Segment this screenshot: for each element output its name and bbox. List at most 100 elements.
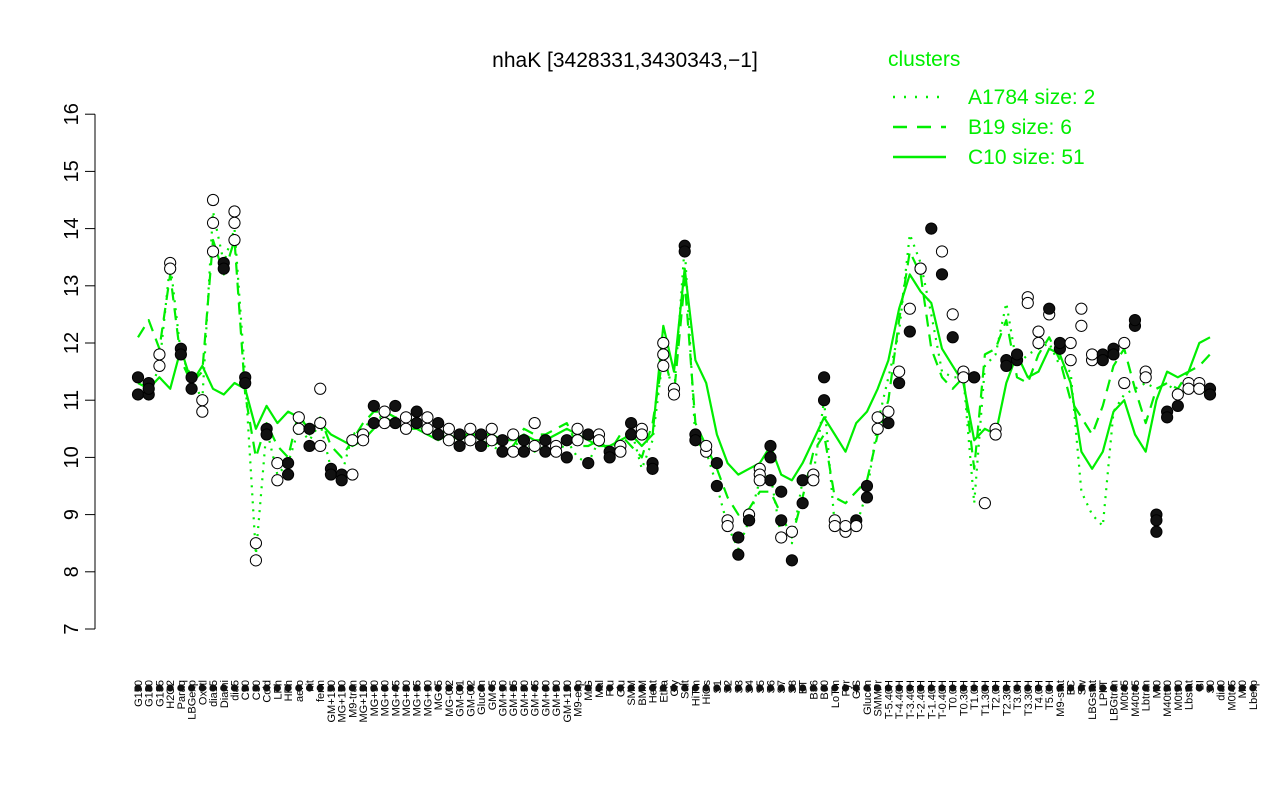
x-tick-mark [477,684,485,692]
x-tick-mark [1109,684,1118,692]
data-point [271,457,284,470]
y-tick-label: 10 [61,446,83,468]
x-tick-mark [841,684,850,692]
data-point [389,399,402,413]
data-point [764,439,777,453]
x-tick-mark [1056,684,1064,692]
y-tick-label: 9 [61,509,83,520]
data-point [474,428,488,441]
x-axis: G150G180G135H2O2ParaqLBGexpOxctldia15Dia… [133,679,1260,722]
data-point [582,457,595,470]
data-point [142,382,155,395]
data-point [399,422,413,435]
x-tick-mark [809,684,817,692]
data-point [732,548,745,561]
x-tick-mark [906,684,914,692]
data-point [925,222,938,235]
x-tick-mark [563,684,571,692]
data-point [571,434,584,447]
x-tick-mark [466,684,474,692]
x-tick-mark [445,684,453,692]
x-tick-mark [981,684,989,692]
data-point [1128,314,1142,327]
data-point [539,445,552,458]
x-tick-mark [1099,684,1107,692]
data-point [206,193,220,207]
data-point [710,479,723,493]
data-point [1064,354,1077,367]
x-tick-mark [295,684,303,692]
x-tick-mark [970,684,978,692]
data-point [710,457,723,470]
series-line-dotted [137,210,1211,556]
data-point [582,428,595,441]
x-tick-mark [1184,684,1193,692]
x-tick-mark [863,684,871,692]
data-point [860,491,874,504]
data-point [882,416,895,430]
x-tick-mark [1024,684,1032,692]
x-tick-mark [627,684,635,692]
x-tick-mark [949,684,957,692]
x-tick-mark [1013,684,1021,692]
x-tick-mark [702,684,710,692]
data-point [828,519,841,533]
data-point [346,434,359,447]
data-point [796,497,809,510]
x-tick-mark [595,684,603,692]
data-point [775,531,788,544]
x-tick-mark [1067,684,1075,692]
x-tick-mark [1249,684,1257,692]
data-point [946,308,959,321]
data-point [314,439,327,453]
data-point [206,245,220,258]
data-point [657,348,670,361]
data-point [442,434,455,447]
data-point [893,376,906,390]
data-point [764,474,777,487]
x-tick-mark [1131,684,1139,692]
data-point [507,445,520,458]
x-tick-mark [1217,684,1225,692]
x-tick-mark [273,684,281,692]
data-point [978,497,991,510]
data-point [957,371,970,384]
data-point [432,416,445,430]
x-tick-mark [1142,684,1150,692]
x-tick-mark [1034,684,1043,692]
x-tick-mark [1088,684,1096,692]
data-point [507,428,520,441]
data-point [1053,336,1067,350]
data-point [764,451,777,464]
data-point [946,331,959,344]
data-point [153,359,166,372]
data-point [378,405,391,418]
x-tick-mark [745,684,753,692]
data-point [281,457,295,470]
data-point [314,416,327,430]
data-point [528,439,541,453]
x-tick-mark [305,684,314,692]
data-point [700,439,713,453]
x-tick-label: Lbexp [1248,680,1260,710]
data-point [657,336,670,350]
x-tick-mark [338,684,346,692]
data-point [1150,525,1163,538]
y-tick-label: 11 [61,390,83,411]
data-points [131,193,1217,567]
data-point [689,434,702,447]
x-tick-mark [284,684,292,692]
data-point [646,462,659,475]
data-point [1032,336,1045,350]
data-point [281,468,295,481]
data-point [496,445,509,458]
x-tick-mark [531,684,539,692]
x-tick-mark [606,684,614,692]
x-tick-mark [1238,684,1246,692]
data-point [592,434,606,447]
series-line-solid [137,267,1211,482]
data-point [1075,319,1088,332]
data-point [474,439,488,453]
data-point [453,428,466,441]
data-point [785,525,799,538]
